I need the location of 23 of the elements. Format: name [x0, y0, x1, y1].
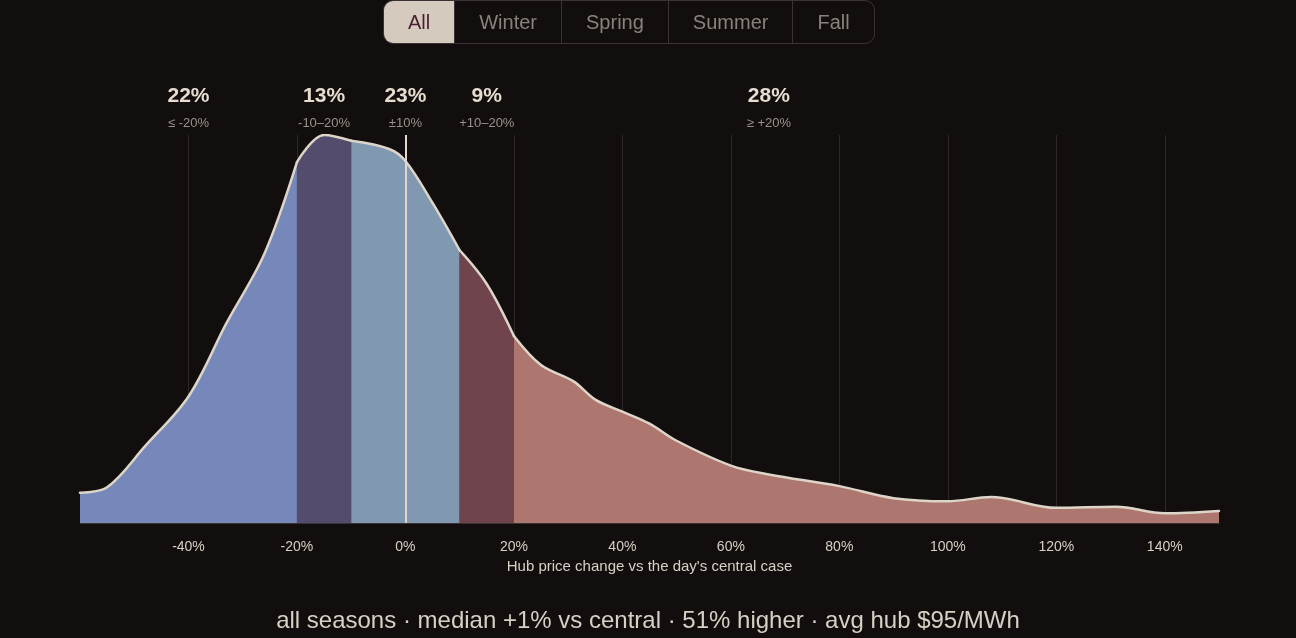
text: 23% — [384, 82, 427, 106]
text: ≤ -20% — [167, 114, 210, 130]
text: all seasons · median +1% vs central · 51% higher · avg hub $95/MWh — [275, 606, 1021, 634]
x-tick-label: 0% — [395, 538, 416, 554]
text: ≥ +20% — [746, 114, 792, 130]
text: 22% — [167, 82, 210, 106]
x-tick-label: 40% — [608, 538, 637, 554]
x-tick-label: -20% — [280, 538, 314, 554]
text: ±10% — [388, 114, 423, 130]
x-tick-label: -40% — [172, 538, 205, 554]
text: +10–20% — [459, 114, 515, 130]
x-tick-label: 80% — [825, 538, 854, 554]
text: 13% — [303, 82, 346, 106]
text: 9% — [471, 82, 503, 106]
x-tick-label: 120% — [1038, 538, 1075, 554]
x-tick-label: 140% — [1146, 538, 1183, 554]
x-tick-label: 60% — [716, 538, 745, 554]
x-tick-label: 20% — [499, 538, 528, 554]
text: 28% — [747, 82, 791, 106]
x-axis-title: Hub price change vs the day's central case — [506, 556, 793, 574]
season-tabs: All Winter Spring Summer Fall — [383, 0, 875, 44]
text: -10–20% — [298, 114, 351, 130]
x-tick-label: 100% — [929, 538, 966, 554]
